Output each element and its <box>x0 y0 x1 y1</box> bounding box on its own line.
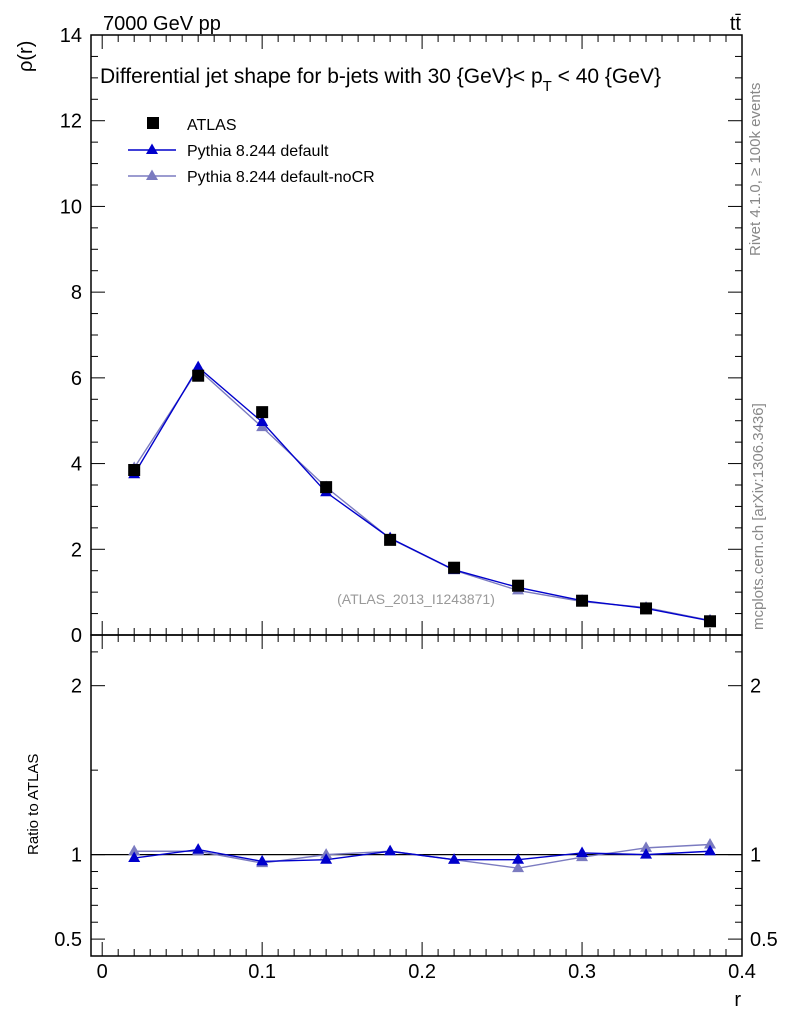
main-point-atlas <box>256 406 269 419</box>
legend-marker-atlas <box>147 117 159 129</box>
title-pre: Differential jet shape for b-jets with 3… <box>100 65 543 88</box>
main-ytick-label: 8 <box>71 282 82 304</box>
ratio-point-default <box>576 846 589 857</box>
main-point-default <box>192 360 205 372</box>
title-sub: T <box>543 78 552 95</box>
ratio-point-nocr <box>128 844 141 856</box>
main-point-atlas <box>576 594 589 607</box>
x-tick-label: 0.1 <box>248 961 276 983</box>
ratio-point-nocr <box>512 861 525 873</box>
energy-label: 7000 GeV pp <box>103 13 221 35</box>
ratio-ytick-label: 0.5 <box>54 929 82 951</box>
main-series <box>128 360 717 628</box>
ratio-point-default <box>128 851 141 863</box>
legend-label-atlas: ATLAS <box>187 117 237 134</box>
main-line-nocr <box>133 368 711 622</box>
ratio-ytick-label-right: 0.5 <box>750 929 778 951</box>
ratio-line-default <box>134 848 711 863</box>
x-tick-label: 0.3 <box>568 961 596 983</box>
ratio-point-default <box>256 854 269 866</box>
legend-marker-nocr <box>146 169 158 180</box>
main-point-atlas <box>320 481 333 494</box>
ratio-point-default <box>448 853 461 864</box>
ratio-ytick-label-right: 2 <box>750 676 761 698</box>
ratio-frame <box>90 634 743 957</box>
ratio-point-default <box>192 843 205 854</box>
ratio-ytick-label-right: 1 <box>750 845 761 867</box>
main-ytick-label: 6 <box>71 368 82 390</box>
ratio-point-default <box>512 853 525 864</box>
ratio-point-default <box>640 848 653 859</box>
x-tick-label: 0.4 <box>728 961 756 983</box>
main-panel: 0 2 4 6 8 10 12 14 ρ(r) Differential jet shape … <box>15 25 743 647</box>
x-tick-labels: 0 0.1 0.2 0.3 0.4 <box>97 961 756 983</box>
ratio-point-nocr <box>640 841 653 852</box>
legend-label-default: Pythia 8.244 default <box>187 143 329 160</box>
legend-label-nocr: Pythia 8.244 default-noCR <box>187 169 375 186</box>
ratio-ytick-label: 1 <box>71 845 82 867</box>
ratio-point-default <box>384 844 397 856</box>
main-ticks <box>91 34 743 636</box>
ratio-ylabel: Ratio to ATLAS <box>25 754 42 855</box>
analysis-watermark: (ATLAS_2013_I1243871) <box>337 591 495 607</box>
process-label: tt̄ <box>730 13 742 35</box>
chart-title: Differential jet shape for b-jets with 3… <box>100 65 661 95</box>
legend-marker-default <box>146 143 158 154</box>
main-point-atlas <box>384 533 397 546</box>
main-point-atlas <box>512 579 525 592</box>
main-ylabel: ρ(r) <box>15 41 37 72</box>
main-point-atlas <box>448 561 461 574</box>
mcplots-label: mcplots.cern.ch [arXiv:1306.3436] <box>750 403 767 630</box>
main-ytick-labels: 0 2 4 6 8 10 12 14 <box>60 25 82 647</box>
main-ytick-label: 10 <box>60 196 82 218</box>
main-ytick-label: 2 <box>71 539 82 561</box>
ratio-point-default <box>320 853 333 864</box>
title-post: < 40 {GeV} <box>552 65 661 88</box>
ratio-line-nocr <box>134 843 711 869</box>
rivet-label: Rivet 4.1.0, ≥ 100k events <box>747 83 764 256</box>
ratio-ytick-labels: 0.5 0.5 1 1 2 2 <box>54 676 778 951</box>
main-point-atlas <box>704 615 717 628</box>
main-line-default <box>133 366 711 622</box>
ratio-ticks <box>91 635 743 957</box>
main-point-atlas <box>640 602 653 615</box>
main-point-atlas <box>128 464 141 476</box>
x-tick-label: 0.2 <box>408 961 436 983</box>
x-tick-label: 0 <box>97 961 108 983</box>
legend: ATLAS Pythia 8.244 default Pythia 8.244 … <box>128 117 375 186</box>
ratio-panel: 0.5 0.51 12 2 0 0.1 0.2 0.3 0.4 Ratio to ATLAS … <box>25 634 778 1011</box>
ratio-ytick-label: 2 <box>71 676 82 698</box>
main-ytick-label: 14 <box>60 25 82 47</box>
main-ytick-label: 4 <box>71 454 82 476</box>
x-axis-label: r <box>734 989 741 1011</box>
ratio-series <box>91 837 742 873</box>
ratio-point-default <box>704 844 717 856</box>
main-ytick-label: 12 <box>60 111 82 133</box>
main-ytick-label: 0 <box>71 625 82 647</box>
main-point-atlas <box>192 369 205 382</box>
ratio-point-nocr <box>704 837 717 849</box>
main-point-default <box>256 415 269 426</box>
